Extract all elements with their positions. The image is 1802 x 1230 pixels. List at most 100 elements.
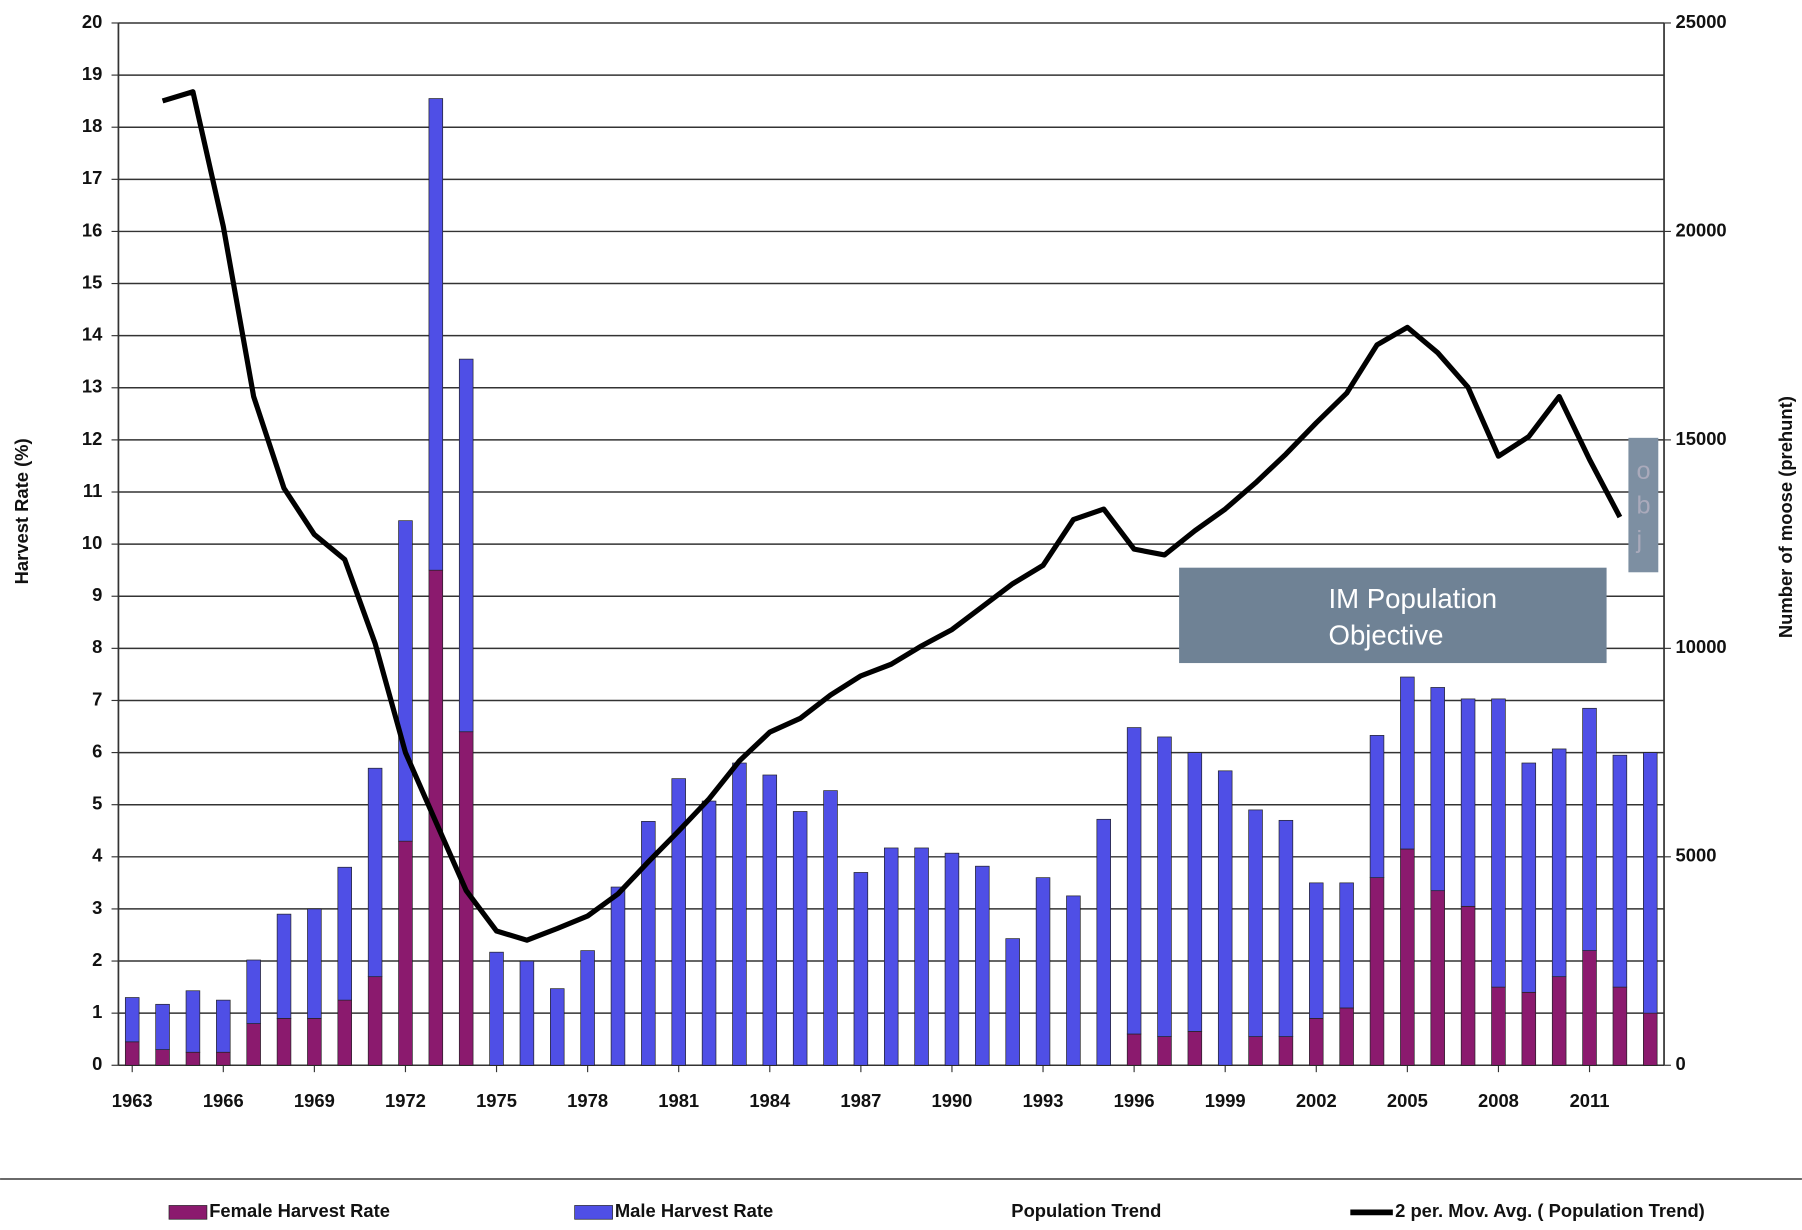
bar-segment: [1551, 976, 1567, 1066]
bar-segment: [762, 774, 778, 1066]
y2-tick-label: 0: [1676, 1053, 1686, 1074]
x-tick-label: 1981: [658, 1090, 699, 1111]
bar-segment: [337, 999, 352, 1066]
bar-segment: [1339, 1007, 1354, 1066]
annotation-text: IM Population Objective: [1328, 583, 1498, 652]
bar-segment: [1126, 727, 1142, 1035]
bar-segment: [853, 872, 869, 1066]
y-axis-title: Harvest Rate (%): [11, 438, 32, 584]
y-tick-label: 2: [92, 949, 102, 970]
bar-segment: [1400, 676, 1415, 850]
bar-segment: [732, 762, 747, 1066]
x-tick-label: 1963: [112, 1090, 153, 1111]
bar-segment: [1521, 762, 1537, 993]
bar-segment: [1491, 986, 1506, 1066]
y2-tick-label: 5000: [1676, 845, 1717, 866]
x-tick-label: 1984: [749, 1090, 791, 1111]
y2-tick-label: 15000: [1676, 428, 1727, 449]
bar-segment: [1582, 950, 1597, 1066]
bar-segment: [550, 988, 565, 1066]
y-tick-label: 3: [92, 897, 102, 918]
bar-segment: [823, 790, 838, 1066]
x-tick-label: 2002: [1296, 1090, 1337, 1111]
legend-swatch: [574, 1205, 613, 1220]
y2-tick-label: 20000: [1676, 219, 1727, 240]
annotation-box: [1628, 437, 1659, 573]
y-tick-label: 13: [82, 376, 102, 397]
bar-segment: [519, 960, 535, 1066]
y-tick-label: 20: [82, 11, 102, 32]
bar-segment: [1309, 1018, 1324, 1066]
bar-segment: [1400, 848, 1415, 1066]
bar-segment: [1187, 1031, 1203, 1066]
y-tick-label: 16: [82, 219, 102, 240]
bar-segment: [610, 886, 626, 1066]
y-tick-label: 17: [82, 167, 102, 188]
bar-segment: [1551, 748, 1567, 978]
bar-segment: [975, 865, 990, 1066]
bar-segment: [216, 1051, 231, 1066]
annotation: IM Population Objective: [1328, 583, 1498, 652]
bar-segment: [155, 1049, 170, 1066]
y-tick-label: 5: [92, 793, 102, 814]
y-tick-label: 4: [92, 845, 103, 866]
bar-segment: [1126, 1033, 1142, 1066]
y-tick-label: 6: [92, 740, 102, 761]
bar-segment: [1369, 735, 1385, 879]
bar-segment: [1066, 895, 1081, 1066]
y-tick-label: 12: [82, 428, 102, 449]
x-tick-label: 1975: [476, 1090, 517, 1111]
bar-segment: [1491, 698, 1506, 988]
x-tick-label: 1990: [932, 1090, 973, 1111]
bar-segment: [1309, 882, 1324, 1019]
y-tick-label: 9: [92, 584, 102, 605]
bar-segment: [944, 852, 960, 1066]
bar-segment: [1157, 736, 1172, 1037]
bar-segment: [1005, 938, 1020, 1066]
bar-segment: [1643, 1012, 1658, 1066]
bar-segment: [1612, 754, 1628, 988]
bar-segment: [458, 358, 474, 733]
bar-segment: [276, 913, 292, 1019]
x-tick-label: 2011: [1570, 1090, 1610, 1111]
bar-segment: [1339, 882, 1354, 1009]
x-tick-label: 1996: [1114, 1090, 1155, 1111]
bar-segment: [398, 520, 413, 842]
legend-label: Male Harvest Rate: [615, 1200, 773, 1221]
y2-tick-label: 10000: [1676, 636, 1727, 657]
y-tick-label: 0: [92, 1053, 102, 1074]
x-tick-label: 1966: [203, 1090, 244, 1111]
bar-segment: [428, 98, 444, 571]
bar-segment: [246, 1023, 261, 1066]
bar-segment: [1430, 890, 1445, 1066]
y-tick-label: 18: [82, 115, 102, 136]
bar-segment: [124, 997, 140, 1043]
trend-line: [161, 89, 1623, 943]
bar-segment: [276, 1018, 292, 1066]
legend-label: Population Trend: [1011, 1200, 1161, 1221]
bar-segment: [1157, 1036, 1172, 1066]
legend-swatch: [168, 1205, 208, 1220]
legend-label: 2 per. Mov. Avg. ( Population Trend): [1395, 1200, 1705, 1221]
bar-segment: [641, 821, 656, 1066]
bar-segment: [337, 866, 352, 1001]
legend-label: Female Harvest Rate: [209, 1200, 390, 1221]
x-tick-label: 1987: [840, 1090, 881, 1111]
y-tick-label: 1: [92, 1001, 102, 1022]
bar-segment: [1369, 877, 1385, 1066]
bar-segment: [398, 840, 413, 1066]
annotation: obj: [1636, 456, 1650, 554]
bar-segment: [185, 990, 201, 1053]
bar-segment: [1612, 986, 1628, 1066]
bar-segment: [1460, 905, 1476, 1066]
y2-axis-title: Number of moose (prehunt): [1775, 396, 1796, 638]
y-tick-label: 15: [82, 271, 102, 292]
bar-segment: [1278, 819, 1294, 1037]
bar-segment: [216, 999, 231, 1053]
annotation-box: [1179, 567, 1607, 664]
y-tick-label: 11: [83, 480, 102, 501]
bar-segment: [1430, 687, 1445, 892]
bar-segment: [1217, 770, 1233, 1066]
bar-segment: [1248, 1036, 1263, 1066]
